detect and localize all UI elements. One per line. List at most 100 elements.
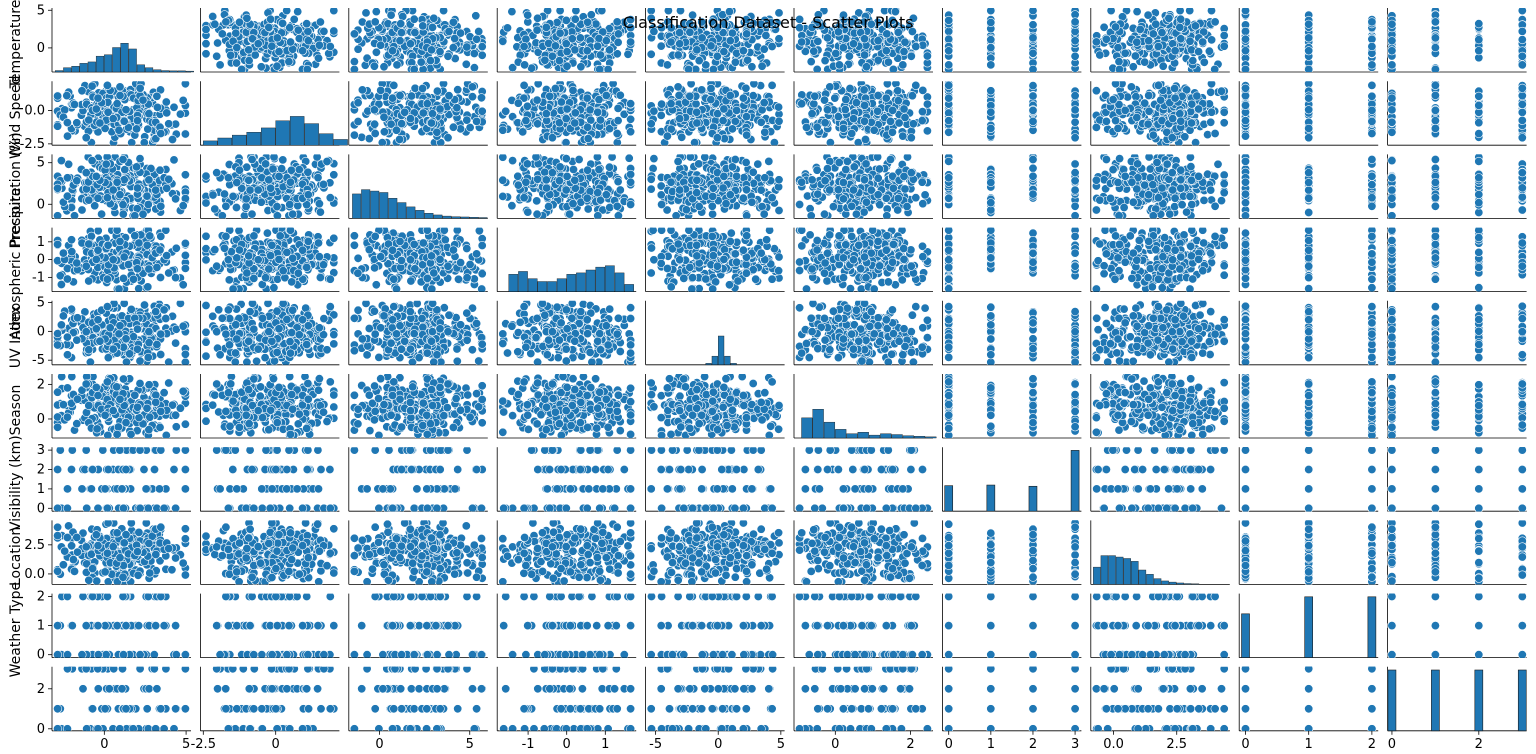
scatter-point — [1367, 116, 1377, 126]
scatter-point — [986, 107, 996, 117]
scatter-point — [662, 205, 672, 215]
scatter-point — [562, 171, 572, 181]
scatter-point — [318, 179, 328, 189]
scatter-point — [706, 84, 716, 94]
scatter-points — [646, 81, 784, 146]
scatter-point — [749, 81, 759, 89]
scatter-point — [293, 8, 303, 17]
scatter-point — [594, 165, 604, 175]
scatter-point — [848, 114, 858, 124]
scatter-point — [741, 112, 751, 122]
scatter-point — [986, 35, 996, 45]
scatter-point — [1191, 138, 1201, 146]
scatter-point — [152, 91, 162, 101]
scatter-point — [759, 98, 769, 108]
scatter-point — [1430, 64, 1440, 72]
scatter-point — [595, 50, 605, 60]
scatter-point — [169, 155, 179, 165]
scatter-point — [1095, 50, 1105, 60]
scatter-point — [285, 37, 295, 47]
scatter-point — [851, 98, 861, 108]
scatter-point — [747, 197, 757, 207]
scatter-point — [379, 112, 389, 122]
panel-temp-vs-wind — [199, 8, 340, 73]
scatter-point — [395, 134, 405, 144]
scatter-point — [1474, 118, 1484, 128]
scatter-point — [253, 185, 263, 195]
scatter-point — [774, 102, 784, 112]
scatter-point — [1132, 37, 1142, 47]
scatter-point — [753, 159, 763, 169]
scatter-point — [278, 18, 288, 28]
scatter-point — [646, 119, 656, 129]
scatter-point — [554, 56, 564, 66]
scatter-point — [405, 39, 415, 49]
scatter-point — [825, 138, 835, 146]
scatter-point — [848, 39, 858, 49]
scatter-point — [313, 173, 323, 183]
scatter-point — [508, 156, 518, 166]
scatter-point — [767, 41, 777, 51]
scatter-point — [1070, 91, 1080, 101]
scatter-point — [561, 15, 571, 25]
scatter-point — [899, 47, 909, 57]
scatter-point — [742, 29, 752, 39]
scatter-point — [1219, 107, 1229, 117]
scatter-point — [376, 40, 386, 50]
y-tick-label: -2.5 — [20, 137, 45, 152]
scatter-point — [315, 207, 325, 217]
scatter-point — [605, 124, 615, 134]
scatter-point — [844, 51, 854, 61]
scatter-point — [101, 159, 111, 169]
scatter-point — [391, 125, 401, 135]
scatter-point — [742, 130, 752, 140]
scatter-point — [90, 201, 100, 211]
scatter-point — [462, 115, 472, 125]
histogram-bar — [388, 198, 398, 219]
scatter-point — [130, 211, 140, 219]
scatter-point — [1206, 117, 1216, 127]
scatter-point — [132, 162, 142, 172]
scatter-point — [567, 34, 577, 44]
histogram-bar — [232, 134, 247, 146]
scatter-point — [1474, 100, 1484, 110]
scatter-point — [833, 27, 843, 37]
scatter-point — [84, 115, 94, 125]
scatter-point — [1304, 46, 1314, 56]
scatter-point — [1175, 22, 1185, 32]
scatter-point — [1304, 33, 1314, 43]
panel-wind-vs-loc2 — [1238, 81, 1379, 146]
scatter-points — [498, 81, 636, 146]
scatter-point — [582, 93, 592, 103]
scatter-point — [62, 131, 72, 141]
scatter-point — [476, 93, 486, 103]
scatter-point — [562, 104, 572, 114]
scatter-point — [272, 61, 282, 71]
scatter-point — [138, 209, 148, 219]
scatter-point — [217, 211, 227, 219]
scatter-point — [237, 64, 247, 72]
scatter-point — [201, 171, 211, 181]
scatter-points — [1241, 8, 1377, 72]
scatter-point — [100, 123, 110, 133]
scatter-point — [547, 168, 557, 178]
scatter-point — [1194, 104, 1204, 114]
scatter-point — [164, 174, 174, 184]
scatter-point — [1241, 8, 1250, 16]
scatter-point — [624, 154, 634, 163]
scatter-point — [319, 26, 329, 36]
scatter-point — [944, 127, 954, 137]
scatter-point — [657, 23, 667, 33]
scatter-point — [613, 29, 623, 39]
scatter-point — [554, 176, 564, 186]
histogram-bar — [95, 55, 105, 73]
scatter-point — [133, 183, 143, 193]
scatter-point — [1517, 26, 1527, 36]
scatter-point — [477, 106, 487, 116]
scatter-point — [769, 138, 779, 146]
scatter-point — [694, 56, 704, 66]
scatter-point — [1175, 8, 1185, 16]
scatter-point — [277, 164, 287, 174]
scatter-point — [656, 110, 666, 120]
scatter-point — [235, 165, 245, 175]
